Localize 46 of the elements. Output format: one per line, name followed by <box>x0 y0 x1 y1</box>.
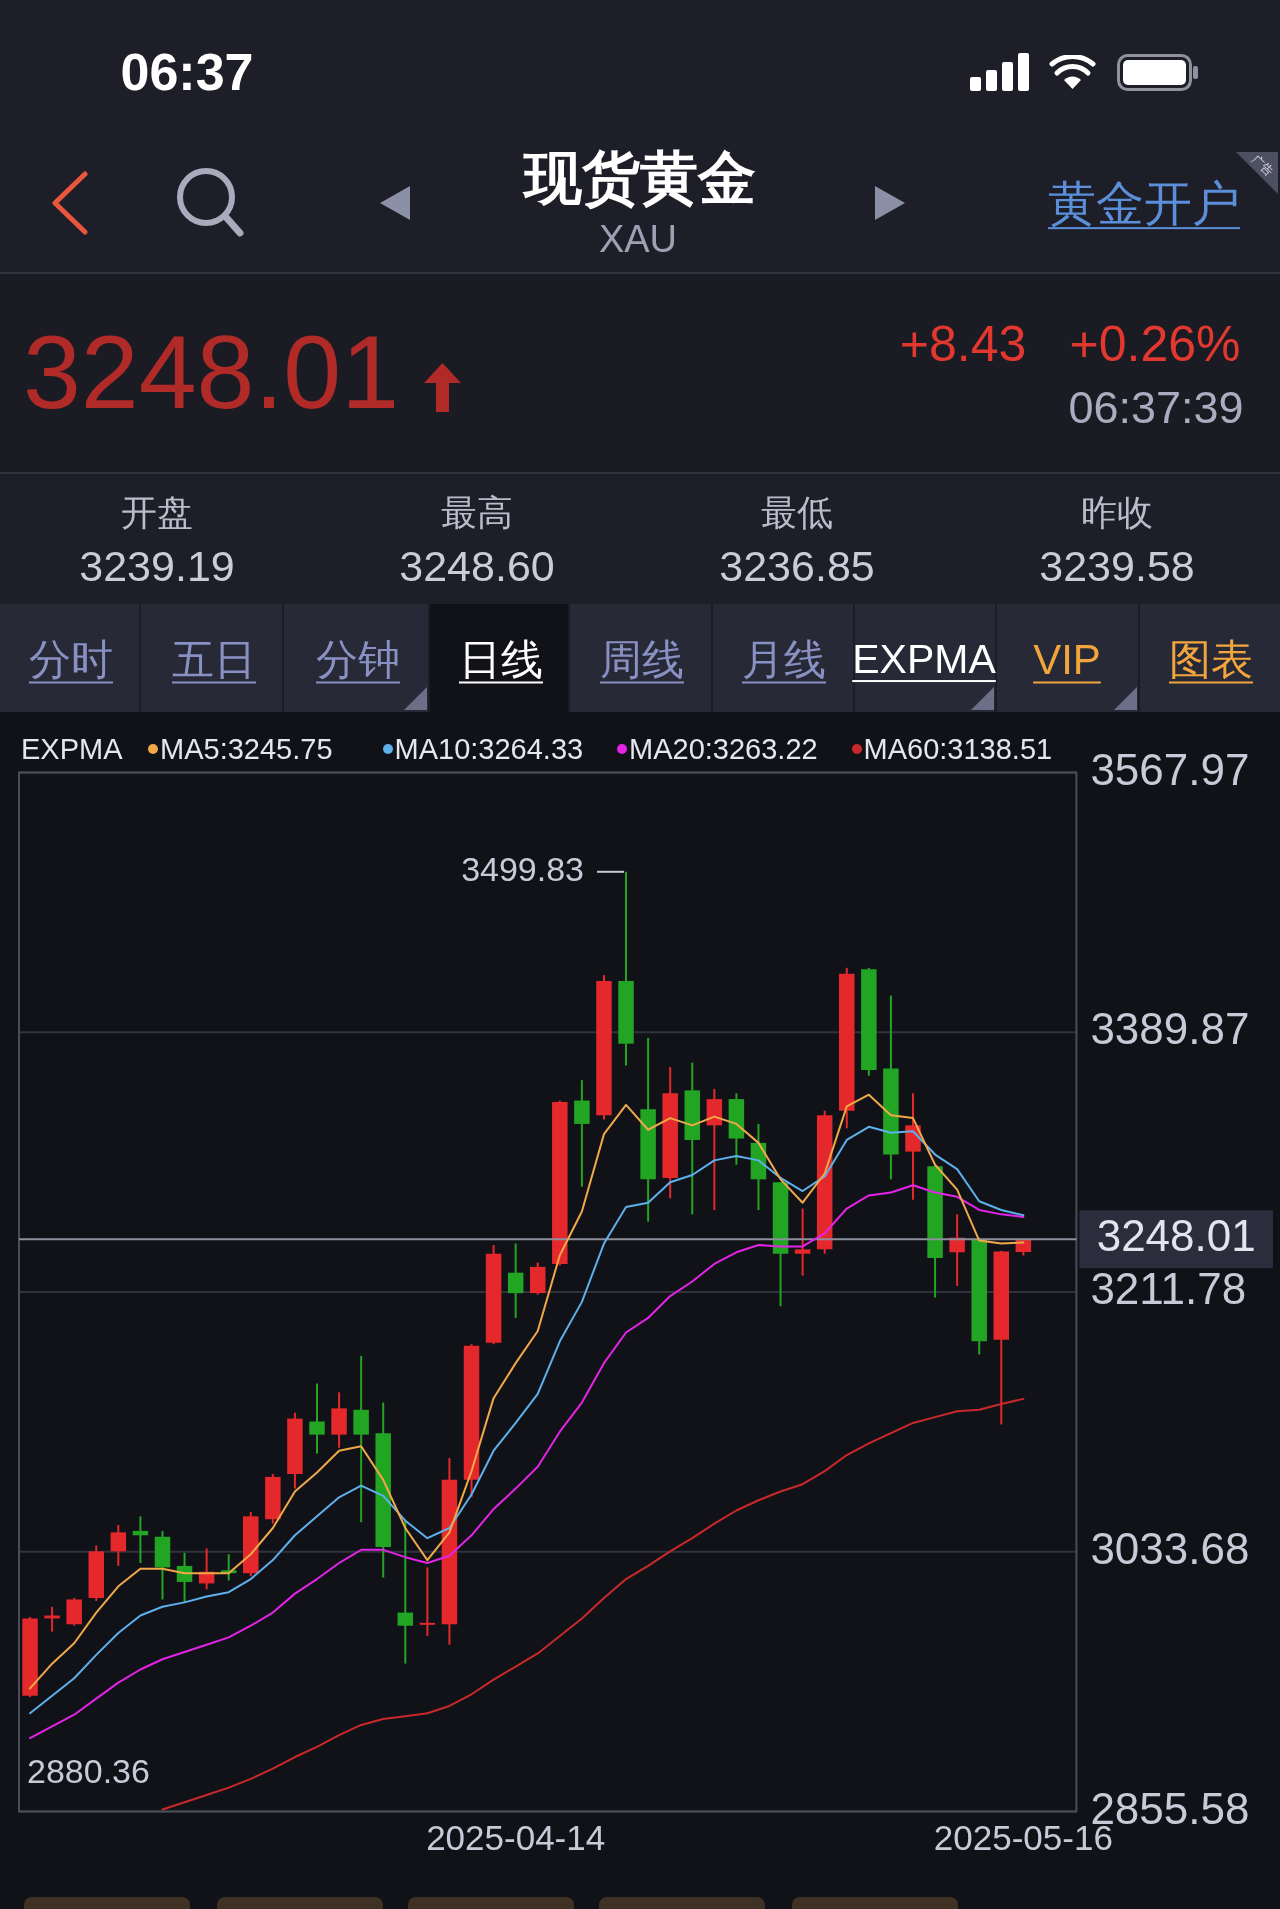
text: 3248.01 <box>23 313 399 431</box>
annotation: 2880.36 <box>27 1751 150 1790</box>
text: 日线 <box>459 636 543 684</box>
legend-title: EXPMA <box>21 732 123 766</box>
text: 月线 <box>742 636 826 684</box>
y-tick-label: 3211.78 <box>1090 1264 1247 1314</box>
text: 3239.19 <box>79 541 235 591</box>
text: 分钟 <box>316 636 400 684</box>
candlestick <box>110 1524 127 1567</box>
text: 06:37 <box>120 42 254 102</box>
text: 3248.60 <box>399 541 555 591</box>
text: 周线 <box>600 636 684 684</box>
text: VIP <box>1033 636 1101 684</box>
text: +8.43 <box>899 316 1027 372</box>
y-tick-label: 3389.87 <box>1090 1004 1250 1054</box>
legend-label: MA10:3264.33 <box>394 732 584 766</box>
candlestick <box>574 1079 590 1188</box>
candlestick <box>794 1207 811 1277</box>
legend-label: MA5:3245.75 <box>160 732 333 766</box>
candlestick <box>419 1566 436 1637</box>
annotation: 3499.83 <box>461 850 585 889</box>
text: 最高 <box>441 491 513 534</box>
text: 广告 <box>1248 152 1276 180</box>
chart-title: 现货黄金 <box>524 144 756 211</box>
candlestick <box>507 1242 524 1319</box>
text: 开盘 <box>121 491 193 534</box>
text: 最低 <box>761 491 833 534</box>
candlestick <box>397 1519 414 1665</box>
text: 06:37:39 <box>1068 381 1244 434</box>
y-tick-label: 3033.68 <box>1090 1523 1250 1573</box>
text: 黄金开户 <box>1048 177 1240 231</box>
text: 图表 <box>1169 636 1253 684</box>
text: 分时 <box>29 636 113 684</box>
legend-label: MA60:3138.51 <box>863 732 1053 766</box>
text: 昨收 <box>1081 491 1153 534</box>
text: +0.26% <box>1069 316 1241 372</box>
text: 五日 <box>172 636 256 684</box>
ref-line-label: 3248.01 <box>1096 1211 1256 1261</box>
y-tick-label: 3567.97 <box>1090 744 1250 794</box>
chart-subtitle: XAU <box>598 217 678 261</box>
x-tick-label: 2025-04-14 <box>426 1818 606 1858</box>
text: EXPMA <box>852 636 996 683</box>
legend-label: MA20:3263.22 <box>629 732 818 766</box>
text: 3239.58 <box>1039 541 1195 591</box>
text: 3236.85 <box>719 541 875 591</box>
candlestick <box>309 1382 325 1455</box>
